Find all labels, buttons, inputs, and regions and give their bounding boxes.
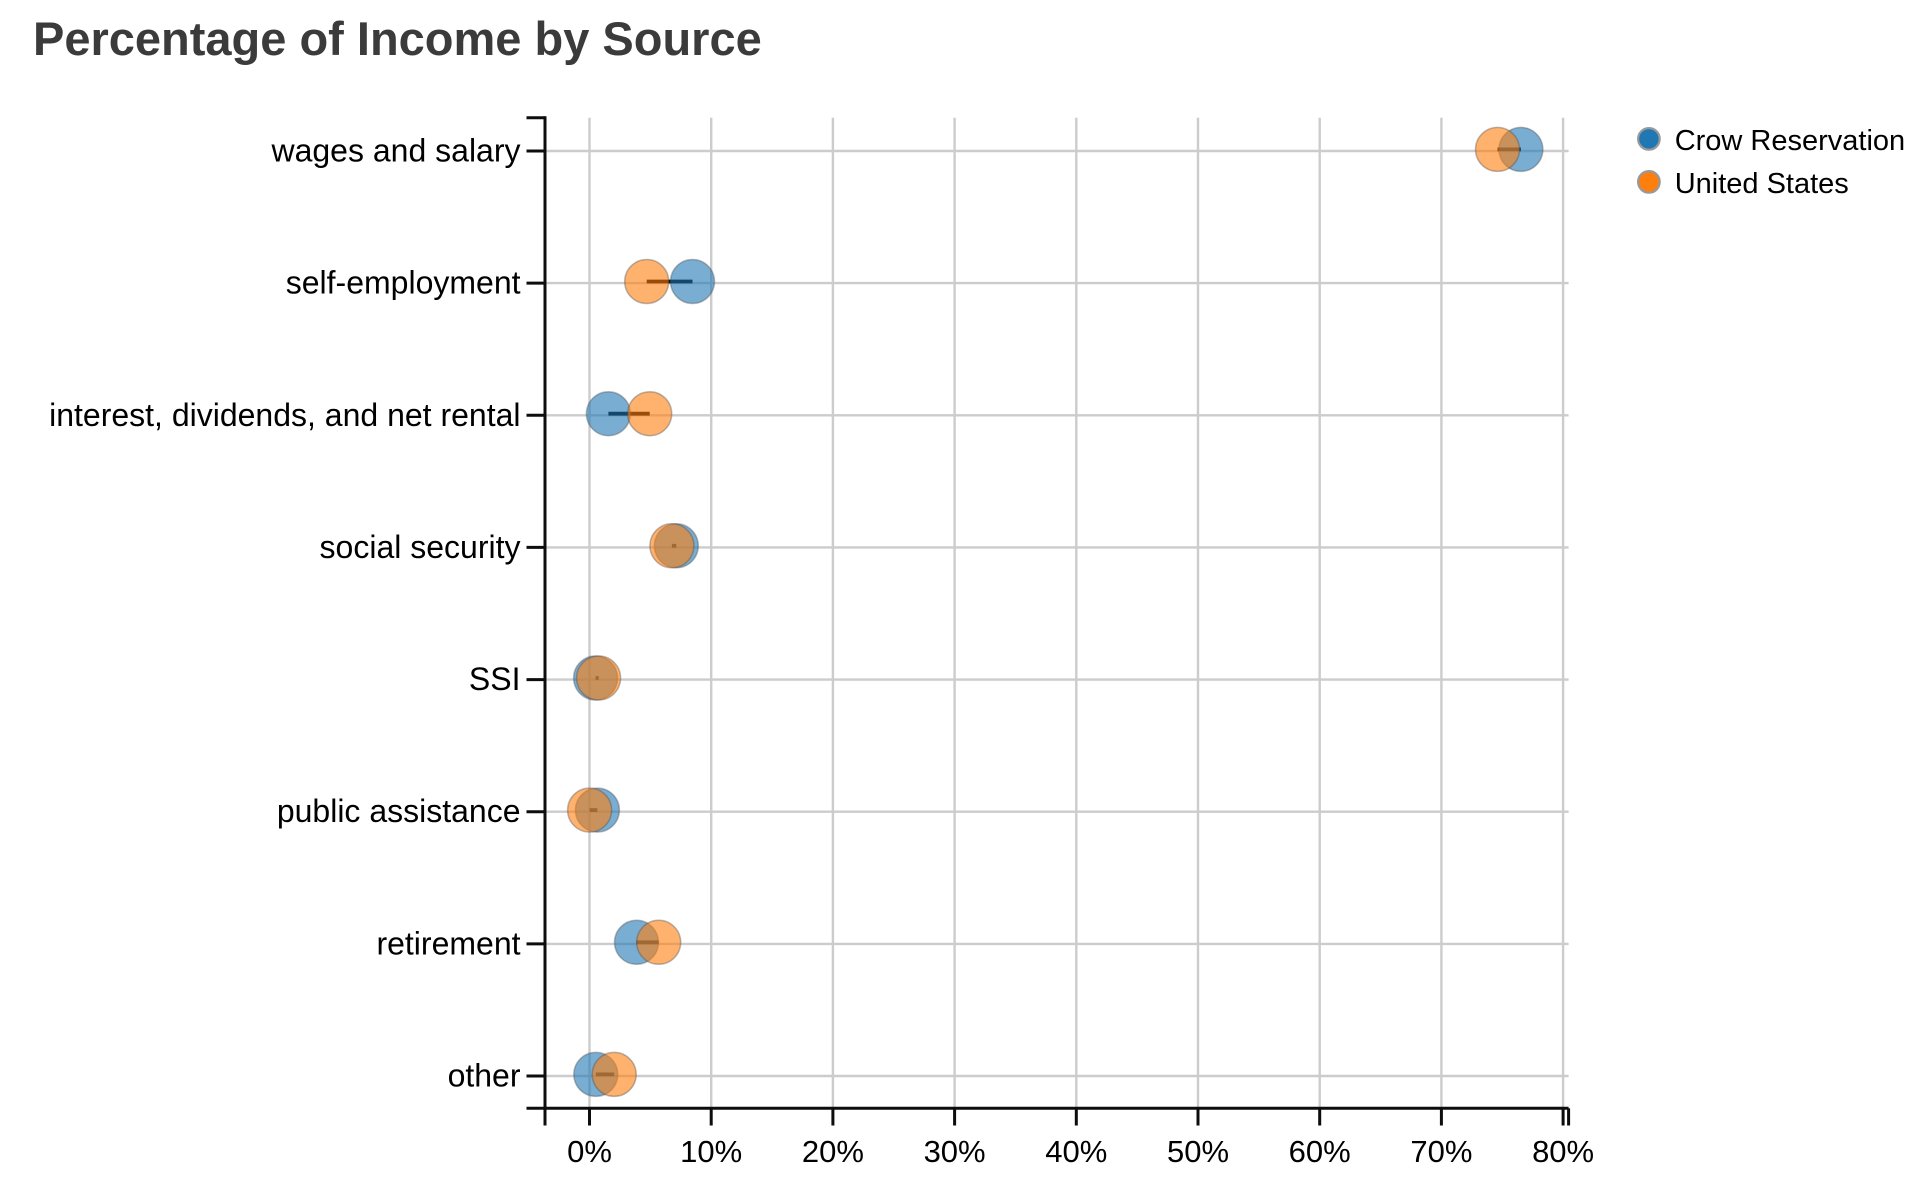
svg-text:public assistance: public assistance <box>277 793 521 829</box>
svg-text:self-employment: self-employment <box>286 265 521 301</box>
svg-text:other: other <box>448 1058 521 1094</box>
svg-text:20%: 20% <box>802 1134 864 1169</box>
svg-text:SSI: SSI <box>469 661 521 697</box>
svg-text:30%: 30% <box>924 1134 986 1169</box>
svg-text:40%: 40% <box>1045 1134 1107 1169</box>
svg-text:10%: 10% <box>680 1134 742 1169</box>
svg-text:retirement: retirement <box>376 925 520 961</box>
svg-text:interest, dividends, and net r: interest, dividends, and net rental <box>49 397 520 433</box>
svg-text:social security: social security <box>320 529 521 565</box>
svg-text:United States: United States <box>1675 168 1849 200</box>
svg-text:70%: 70% <box>1410 1134 1472 1169</box>
svg-text:60%: 60% <box>1289 1134 1351 1169</box>
svg-text:wages and salary: wages and salary <box>270 133 520 169</box>
svg-text:80%: 80% <box>1532 1134 1594 1169</box>
svg-text:Crow Reservation: Crow Reservation <box>1675 125 1905 157</box>
svg-text:50%: 50% <box>1167 1134 1229 1169</box>
svg-text:0%: 0% <box>567 1134 612 1169</box>
svg-text:Percentage of Income by Source: Percentage of Income by Source <box>33 12 762 65</box>
